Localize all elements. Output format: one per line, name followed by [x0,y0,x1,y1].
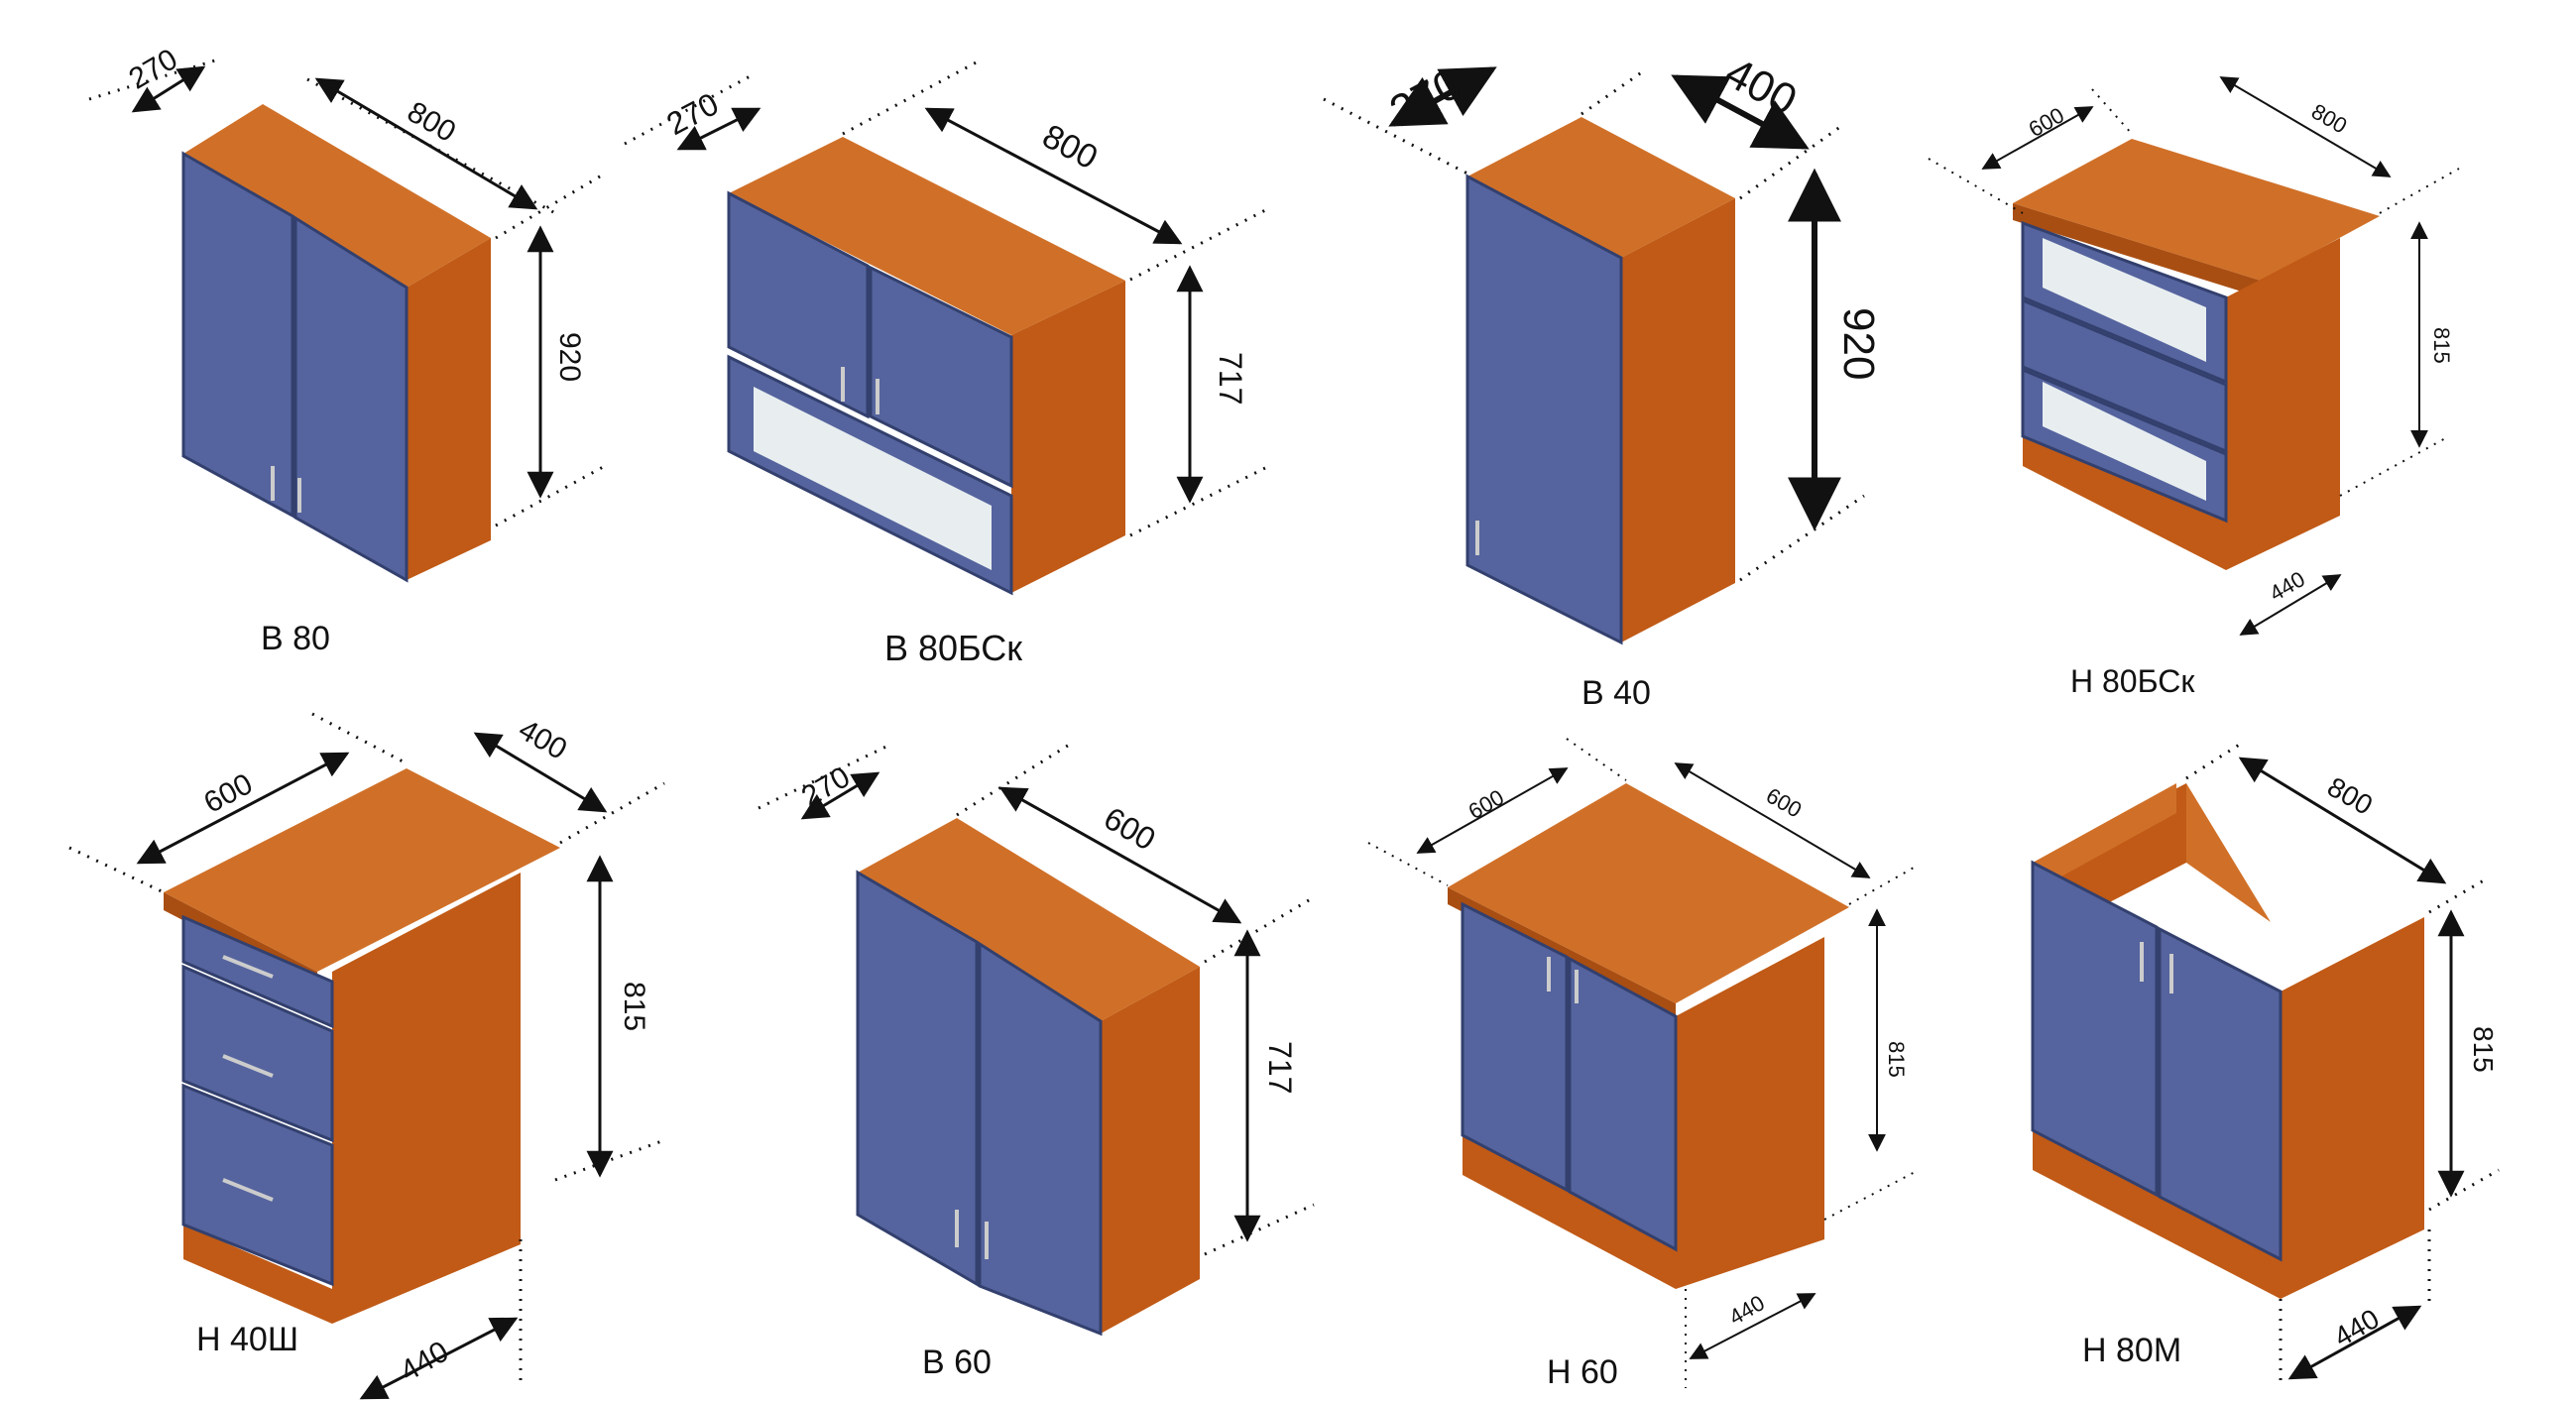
dim-height: 815 [2468,1026,2499,1073]
dim-depth: 600 [1464,784,1508,824]
dim-height: 815 [1884,1041,1909,1078]
cabinet-side [1011,281,1125,593]
door-left [2031,860,2159,1198]
countertop [164,768,560,972]
cabinet-label: Н 80М [2082,1332,2181,1369]
inner-side [2186,783,2271,922]
dim-height: 717 [1262,1041,1298,1094]
dim-depth: 600 [2025,102,2068,142]
dim-depth: 270 [660,85,724,142]
glass-panel [2043,238,2206,362]
cabinet-top [1467,117,1735,258]
door-right [869,265,1013,489]
drawer-2 [2021,297,2228,454]
cabinet-left-side [2033,783,2176,892]
cabinet-label: Н 80БСк [2070,663,2195,699]
dim-width: 600 [1762,783,1806,823]
dim-depth: 270 [796,760,856,814]
cabinet-side [2281,917,2424,1299]
cabinet-side [332,873,521,1324]
glass-panel [754,387,992,570]
dim-width: 800 [402,95,461,149]
door [1465,174,1623,645]
cabinet-side [407,238,491,580]
dim-plinth: 440 [395,1336,454,1389]
dim-arrow [314,77,538,210]
cabinet-n80bsk: 600 800 815 440 Н 80БСк [1928,76,2460,699]
dim-width: 400 [513,713,572,766]
dim-arrow [131,65,206,113]
door-left [181,151,294,519]
dim-plinth: 440 [2266,566,2309,606]
plinth [183,1225,332,1324]
door-right [978,941,1103,1337]
cabinet-v80bsk: 270 800 717 В 80БСк [624,58,1270,668]
cabinet-side [1101,967,1200,1334]
dim-depth: 270 [124,43,183,96]
plinth [2023,431,2226,570]
countertop-edge [2013,203,2261,297]
door-left [727,190,870,419]
door-right [2158,926,2283,1262]
cabinet-label: Н 60 [1547,1353,1618,1391]
cabinet-v40: 270 400 920 В 40 [1323,49,1883,712]
dim-plinth: 440 [1725,1290,1769,1330]
cabinet-label: В 40 [1581,674,1651,712]
door-right [1568,956,1678,1252]
door-right [293,215,409,583]
cabinet-v60: 270 600 717 В 60 [758,742,1315,1381]
dim-height: 920 [553,332,586,382]
dim-height: 717 [1213,352,1248,405]
cabinet-n60: 600 600 815 440 Н 60 [1367,738,1920,1391]
countertop [2013,139,2380,281]
cabinet-label: В 80БСк [884,628,1022,668]
door-left [1461,901,1569,1193]
cabinet-v80: 270 800 920 В 80 [88,43,606,657]
dim-height: 815 [2429,327,2454,364]
dim-plinth: 440 [2329,1303,2385,1352]
drawer-3 [181,1083,334,1287]
cabinet-label: В 60 [922,1344,992,1381]
cabinet-label: Н 40Ш [196,1321,298,1358]
glass-panel [2043,382,2206,501]
dim-width: 400 [1717,49,1805,126]
dim-height: 920 [1834,307,1883,380]
plinth [1463,1135,1676,1289]
cabinet-n40sh: 600 400 815 440 Н 40Ш [68,712,665,1400]
drawer-2 [181,964,334,1143]
cabinet-side [2226,238,2340,570]
dim-height: 815 [618,982,650,1031]
cabinet-label: В 80 [261,620,330,657]
dim-depth: 600 [198,767,258,820]
door-left [856,870,979,1287]
dim-width: 800 [1036,117,1104,176]
cabinet-n80m: 800 815 440 Н 80М [2031,742,2500,1388]
plinth [2033,1130,2281,1299]
cabinet-side [1676,937,1824,1289]
cabinet-side [1621,198,1735,643]
